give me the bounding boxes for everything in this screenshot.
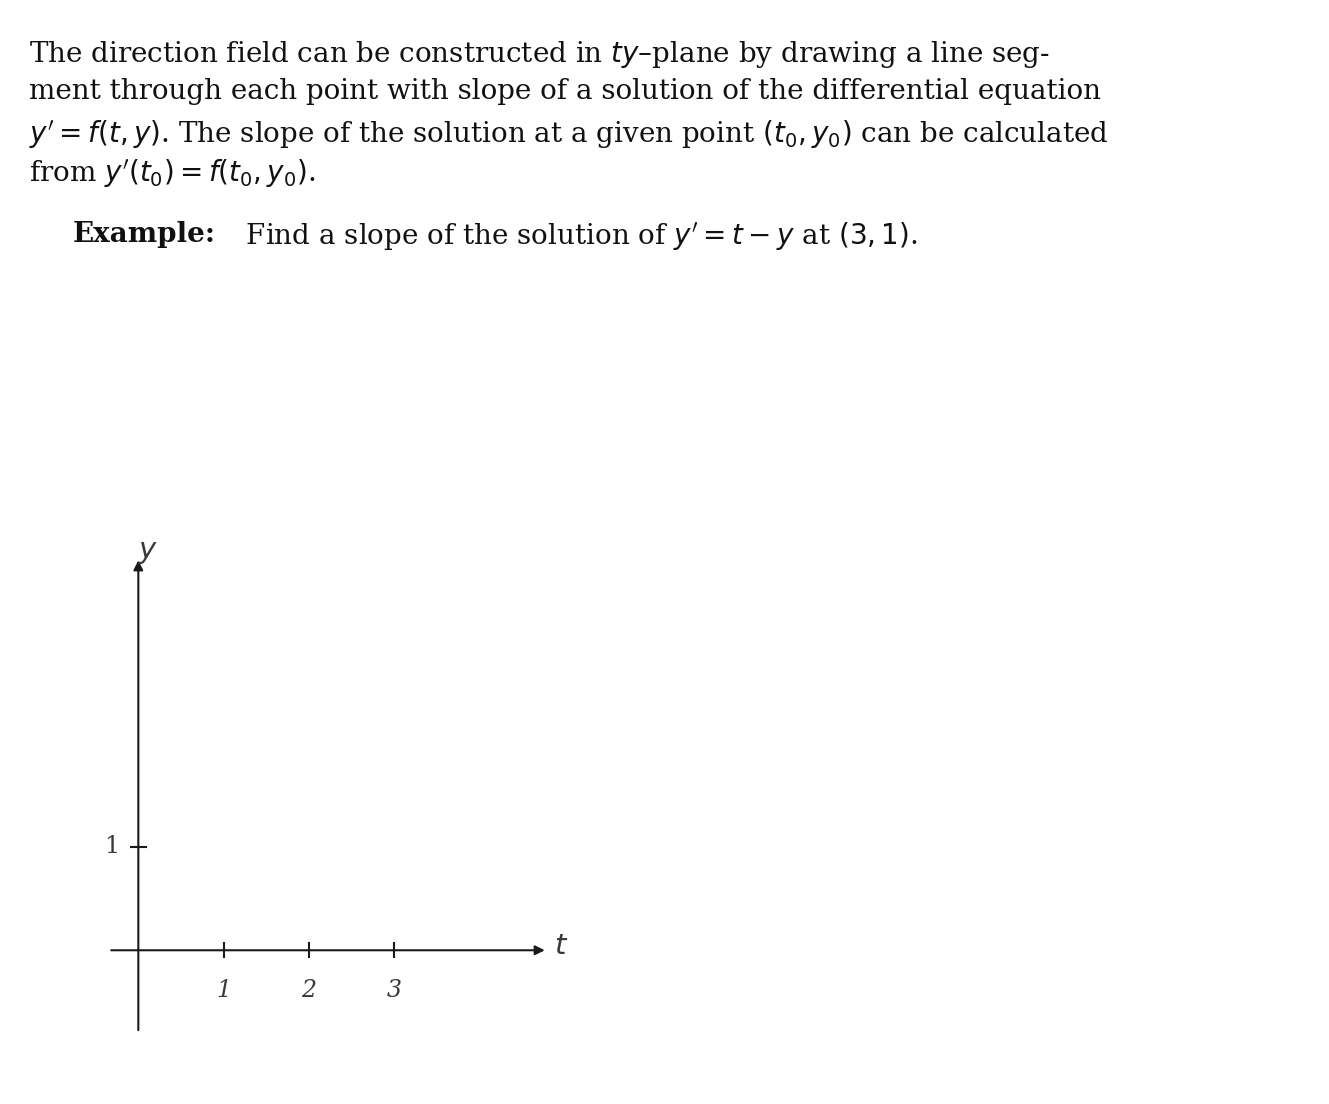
Text: $y$: $y$ xyxy=(138,538,158,565)
Text: ment through each point with slope of a solution of the differential equation: ment through each point with slope of a … xyxy=(29,78,1102,105)
Text: 1: 1 xyxy=(105,836,120,859)
Text: The direction field can be constructed in $ty$–plane by drawing a line seg-: The direction field can be constructed i… xyxy=(29,39,1050,70)
Text: 2: 2 xyxy=(302,979,316,1002)
Text: $t$: $t$ xyxy=(554,932,569,960)
Text: $y' = f(t, y)$. The slope of the solution at a given point $(t_0, y_0)$ can be c: $y' = f(t, y)$. The slope of the solutio… xyxy=(29,118,1108,150)
Text: Example:: Example: xyxy=(73,221,217,247)
Text: from $y'(t_0) = f(t_0, y_0)$.: from $y'(t_0) = f(t_0, y_0)$. xyxy=(29,158,316,190)
Text: 3: 3 xyxy=(387,979,401,1002)
Text: 1: 1 xyxy=(217,979,231,1002)
Text: Find a slope of the solution of $y' = t - y$ at $(3,1)$.: Find a slope of the solution of $y' = t … xyxy=(237,221,917,253)
